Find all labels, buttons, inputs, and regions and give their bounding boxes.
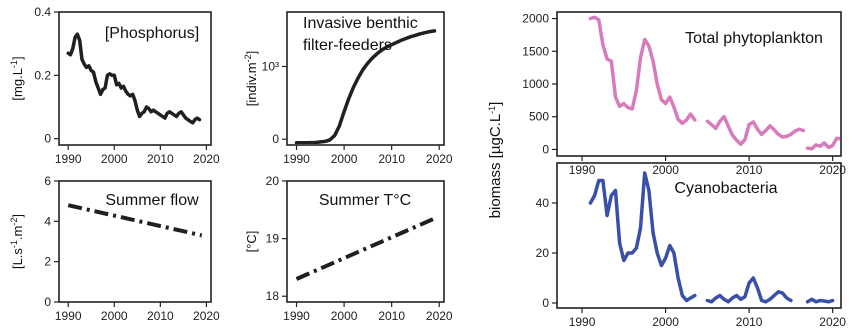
series-line-segment xyxy=(588,171,697,303)
x-tick-label: 2020 xyxy=(819,163,846,177)
y-axis-label: [indiv.m-2] xyxy=(243,51,259,106)
chart-title: Invasive benthic xyxy=(303,15,418,32)
y-tick-label: 4 xyxy=(44,214,51,228)
y-tick-label: 10³ xyxy=(262,60,279,74)
chart-title: filter-feeders xyxy=(303,37,392,54)
y-axis-label: [L.s-1.m-2] xyxy=(9,214,25,269)
y-tick-label: 0 xyxy=(542,142,549,156)
x-tick-label: 2010 xyxy=(736,163,763,177)
y-tick-label: 0 xyxy=(44,295,51,309)
chart-title: Cyanobacteria xyxy=(674,180,777,197)
chart-title: Total phytoplankton xyxy=(685,30,823,47)
y-axis-label: [°C] xyxy=(244,231,259,253)
x-tick-label: 2000 xyxy=(101,152,128,166)
series-line-segment xyxy=(66,32,202,125)
y-axis-label: [mg.L-1] xyxy=(9,56,25,100)
x-tick-label: 2020 xyxy=(193,152,220,166)
x-tick-label: 2000 xyxy=(101,309,128,323)
y-tick-label: 40 xyxy=(536,196,550,210)
x-tick-label: 1990 xyxy=(283,309,310,323)
x-tick-label: 1990 xyxy=(569,163,596,177)
y-tick-label: 0 xyxy=(542,296,549,310)
y-tick-label: 500 xyxy=(529,110,549,124)
y-tick-label: 19 xyxy=(266,232,280,246)
x-tick-label: 2000 xyxy=(331,309,358,323)
x-tick-label: 1990 xyxy=(55,152,82,166)
y-tick-label: 0.4 xyxy=(34,5,51,19)
chart-title: Summer T°C xyxy=(319,192,411,209)
x-tick-label: 2000 xyxy=(652,163,679,177)
plot-frame xyxy=(286,180,445,303)
y-tick-label: 1000 xyxy=(522,77,549,91)
x-tick-label: 1990 xyxy=(55,309,82,323)
x-tick-label: 2020 xyxy=(193,309,220,323)
x-tick-label: 2000 xyxy=(331,152,358,166)
y-tick-label: 20 xyxy=(536,246,550,260)
x-tick-label: 2020 xyxy=(426,152,453,166)
x-tick-label: 1990 xyxy=(569,315,596,329)
shared-y-axis-label: biomass [µgC.L-1] xyxy=(487,102,504,219)
plot-frame xyxy=(58,11,212,146)
x-tick-label: 2020 xyxy=(426,309,453,323)
series-line-segment xyxy=(294,29,437,144)
x-tick-label: 2020 xyxy=(819,315,846,329)
panel-cyanobacteria: 1990 2000 2010 2020 0 20 40 Cyanobacteria xyxy=(536,162,846,329)
y-tick-label: 0.2 xyxy=(34,68,51,82)
y-tick-label: 20 xyxy=(266,174,280,188)
plot-frame xyxy=(286,11,445,146)
panel-filter-feeders: 1990 2000 2010 2020 0 10³ Invasive benthic filt… xyxy=(243,11,453,166)
panel-total-phytoplankton: 1990 2000 2010 2020 0 500 1000 1500 2000 Total ph… xyxy=(522,11,846,177)
y-tick-label: 1500 xyxy=(522,44,549,58)
series-line-segment xyxy=(295,216,436,281)
series-line-segment xyxy=(805,136,840,151)
series-line-segment xyxy=(705,114,806,146)
x-tick-label: 2010 xyxy=(147,152,174,166)
series-line-segment xyxy=(705,276,793,304)
chart-title: [Phosphorus] xyxy=(105,25,199,42)
y-tick-label: 18 xyxy=(266,289,280,303)
series-line-segment xyxy=(67,203,203,238)
x-tick-label: 2000 xyxy=(652,315,679,329)
panel-summer-flow: 1990 2000 2010 2020 0 2 4 6 Summer flow [L.s-1.m-… xyxy=(9,174,220,323)
y-tick-label: 0 xyxy=(44,132,51,146)
x-tick-label: 2010 xyxy=(378,309,405,323)
x-tick-label: 2010 xyxy=(736,315,763,329)
y-tick-label: 2000 xyxy=(522,12,549,26)
x-tick-label: 1990 xyxy=(283,152,310,166)
x-tick-label: 2010 xyxy=(378,152,405,166)
plot-frame xyxy=(58,180,212,303)
plot-frame xyxy=(556,162,842,309)
panel-phosphorus: 1990 2000 2010 2020 0 0.2 0.4 [Phosphorus] [mg.L… xyxy=(9,5,220,166)
y-tick-label: 6 xyxy=(44,174,51,188)
x-tick-label: 2010 xyxy=(147,309,174,323)
chart-title: Summer flow xyxy=(105,192,199,209)
series-line-segment xyxy=(805,297,835,304)
series-line-segment xyxy=(588,15,697,126)
y-tick-label: 2 xyxy=(44,255,51,269)
y-tick-label: 0 xyxy=(272,132,279,146)
panel-summer-temperature: 1990 2000 2010 2020 18 19 20 Summer T°C [°C] xyxy=(244,174,453,323)
